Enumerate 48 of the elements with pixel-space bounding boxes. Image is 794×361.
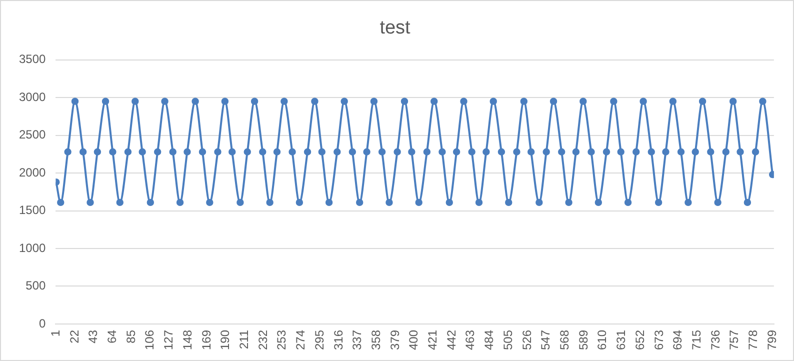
y-tick-label: 1500 — [18, 203, 46, 218]
y-tick-label: 1000 — [18, 240, 46, 255]
x-tick-label: 85 — [124, 330, 138, 344]
x-tick-label: 694 — [670, 330, 685, 350]
y-tick-label: 3000 — [18, 90, 46, 104]
x-tick-label: 526 — [520, 330, 534, 350]
x-tick-label: 169 — [199, 330, 214, 350]
x-tick-label: 610 — [595, 330, 610, 350]
x-tick-label: 799 — [764, 330, 779, 350]
x-tick-label: 673 — [652, 330, 666, 350]
x-tick-label: 43 — [86, 330, 100, 344]
x-tick-label: 631 — [614, 330, 628, 350]
chart-title: test — [380, 18, 412, 39]
x-tick-label: 652 — [632, 330, 647, 350]
y-tick-label: 0 — [39, 316, 46, 330]
y-tick-label: 3500 — [18, 52, 46, 66]
x-tick-label: 400 — [406, 330, 421, 350]
x-tick-label: 505 — [500, 330, 515, 350]
x-tick-label: 736 — [708, 330, 722, 350]
x-tick-label: 358 — [368, 330, 383, 350]
x-tick-label: 295 — [312, 330, 326, 350]
x-tick-label: 106 — [142, 330, 157, 350]
x-tick-label: 1 — [48, 330, 62, 337]
x-tick-label: 232 — [256, 330, 270, 350]
x-tick-label: 274 — [294, 330, 308, 350]
x-tick-label: 253 — [274, 330, 289, 350]
x-tick-label: 316 — [331, 330, 346, 350]
x-tick-label: 715 — [689, 330, 704, 350]
x-tick-label: 757 — [727, 330, 742, 350]
x-tick-label: 148 — [180, 330, 194, 350]
x-tick-label: 442 — [444, 330, 458, 350]
x-tick-label: 568 — [558, 330, 572, 350]
x-tick-label: 127 — [162, 330, 176, 350]
x-tick-label: 22 — [67, 330, 82, 344]
y-tick-label: 2500 — [18, 128, 46, 142]
x-tick-label: 463 — [463, 330, 478, 350]
x-tick-label: 421 — [426, 330, 440, 350]
y-tick-label: 500 — [26, 278, 46, 293]
x-tick-label: 379 — [388, 330, 402, 350]
x-tick-label: 190 — [218, 330, 232, 350]
x-tick-label: 337 — [350, 330, 364, 350]
x-tick-label: 64 — [105, 330, 120, 344]
x-tick-label: 211 — [236, 330, 251, 350]
x-tick-label: 778 — [746, 330, 760, 350]
x-tick-label: 589 — [576, 330, 590, 350]
x-tick-label: 484 — [482, 330, 496, 350]
x-tick-label: 547 — [538, 330, 553, 350]
y-tick-label: 2000 — [18, 165, 46, 180]
